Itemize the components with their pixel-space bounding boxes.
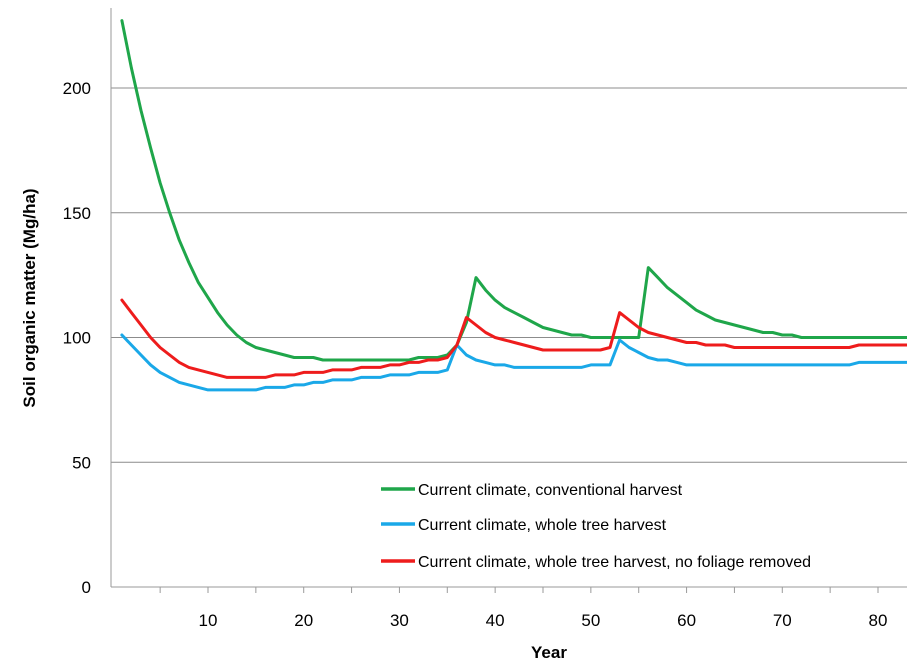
x-tick-label-70: 70 (773, 611, 792, 630)
legend-label-2: Current climate, whole tree harvest (418, 517, 667, 534)
x-tick-labels: 10 20 30 40 50 60 70 80 (199, 611, 888, 630)
y-tick-label-200: 200 (63, 79, 91, 98)
x-tick-label-40: 40 (486, 611, 505, 630)
x-tick-label-20: 20 (294, 611, 313, 630)
x-tick-label-80: 80 (869, 611, 888, 630)
y-tick-label-150: 150 (63, 204, 91, 223)
legend-label-1: Current climate, conventional harvest (418, 482, 683, 499)
y-tick-label-0: 0 (82, 578, 91, 597)
y-tick-labels: 0 50 100 150 200 (63, 79, 91, 597)
y-tick-label-50: 50 (72, 453, 91, 472)
x-tick-label-50: 50 (581, 611, 600, 630)
x-axis-title: Year (531, 643, 567, 662)
series-line-3 (120, 298, 907, 379)
legend-label-3: Current climate, whole tree harvest, no … (418, 554, 811, 571)
y-axis-title: Soil organic matter (Mg/ha) (20, 188, 39, 407)
y-tick-label-100: 100 (63, 329, 91, 348)
legend: Current climate, conventional harvest Cur… (381, 482, 811, 571)
series-line-2 (120, 333, 907, 392)
series-line-1 (120, 19, 907, 362)
gridlines (111, 87, 907, 463)
x-tick-label-60: 60 (677, 611, 696, 630)
x-tick-label-10: 10 (199, 611, 218, 630)
x-tick-label-30: 30 (390, 611, 409, 630)
axes (110, 8, 907, 593)
series-lines (120, 19, 907, 392)
